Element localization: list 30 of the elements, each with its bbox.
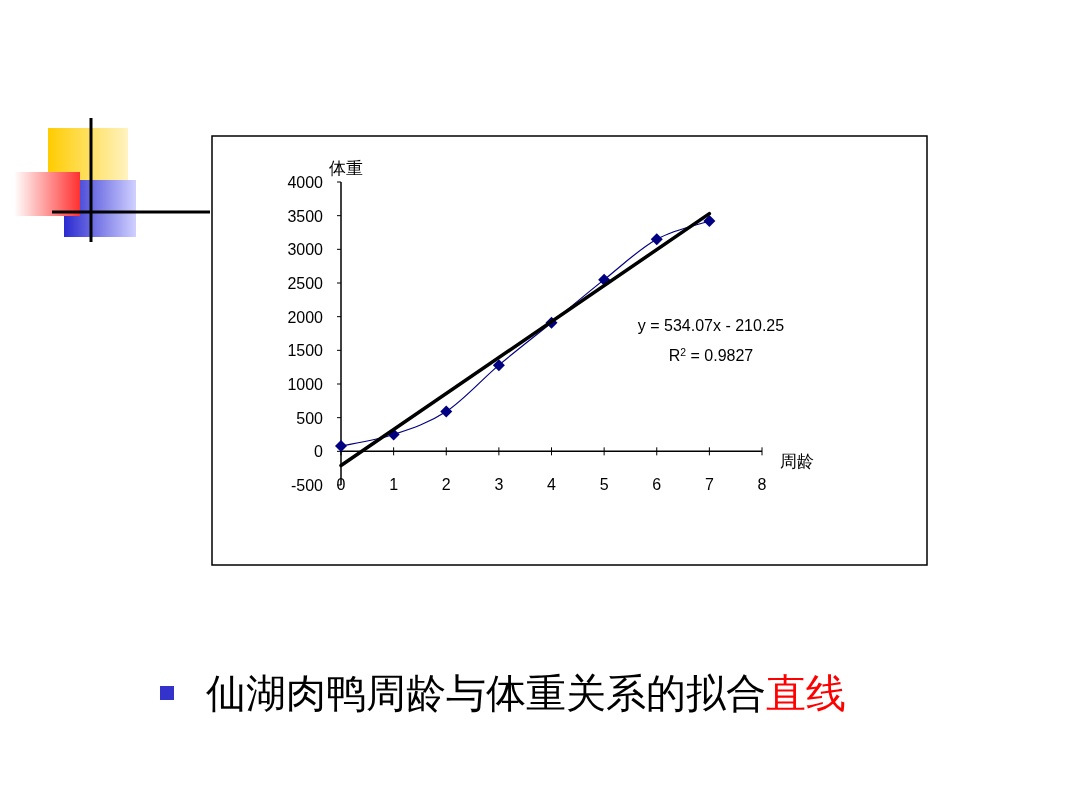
x-tick-label: 8 <box>757 476 767 493</box>
y-tick-label: -500 <box>290 477 324 494</box>
x-tick-label: 7 <box>704 476 714 493</box>
y-tick-label: 2000 <box>287 308 324 326</box>
text: 直线 <box>766 671 846 715</box>
y-tick-label: 0 <box>314 443 324 461</box>
point <box>703 215 716 228</box>
y-tick-label: 3000 <box>287 241 324 259</box>
x-axis-title: 周龄 <box>780 452 814 472</box>
x-tick-label: 2 <box>441 476 451 493</box>
x-tick-label: 6 <box>652 476 662 493</box>
x-tick-label: 1 <box>389 476 399 493</box>
y-tick-label: 3500 <box>287 207 324 225</box>
point <box>492 359 505 372</box>
y-tick-label: 4000 <box>287 174 324 191</box>
x-tick-label: 4 <box>547 476 557 493</box>
annotation: R$^{2}$ = 0.9827 <box>668 346 754 364</box>
y-tick-label: 1500 <box>287 342 324 360</box>
point <box>335 439 347 452</box>
y-tick-label: 500 <box>296 409 324 427</box>
x-tick-label: 0 <box>336 476 346 493</box>
y-axis-title: 体重 <box>329 159 363 178</box>
text: 仙湖肉鸭周龄与体重关系的拟合 <box>206 671 766 715</box>
y-tick-label: 2500 <box>287 275 324 292</box>
x-tick-label: 3 <box>494 476 504 493</box>
x-tick-label: 5 <box>599 476 609 493</box>
annotation: y = 534.07x - 210.25 <box>637 317 785 334</box>
point <box>650 233 663 246</box>
point <box>440 405 453 418</box>
y-tick-label: 1000 <box>287 376 324 393</box>
